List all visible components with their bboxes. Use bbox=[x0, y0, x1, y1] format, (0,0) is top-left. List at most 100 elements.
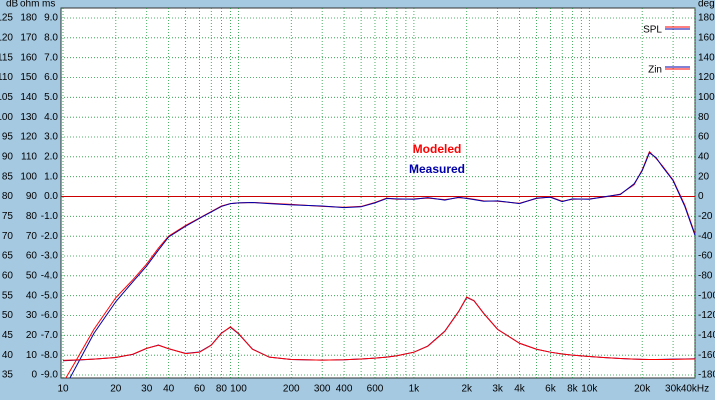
y-tick-label: 35 bbox=[2, 370, 14, 381]
y3-tick-label: 6.0 bbox=[44, 72, 58, 83]
x-tick-label: 60 bbox=[194, 384, 206, 395]
y4-tick-label: -40 bbox=[698, 231, 713, 242]
y2-tick-label: 20 bbox=[26, 330, 38, 341]
y2-tick-label: 110 bbox=[21, 151, 37, 162]
y4-tick-label: 40 bbox=[698, 151, 710, 162]
y4-tick-label: -140 bbox=[698, 330, 715, 341]
y3-tick-label: -1.0 bbox=[41, 211, 59, 222]
y4-tick-label: -100 bbox=[698, 290, 715, 301]
x-tick-label: 40kHz bbox=[681, 384, 709, 395]
y-tick-label: 40 bbox=[2, 350, 14, 361]
y-tick-label: 90 bbox=[2, 151, 14, 162]
y4-axis-title: deg bbox=[698, 0, 715, 10]
y2-tick-label: 180 bbox=[20, 13, 37, 24]
curve bbox=[69, 152, 695, 378]
y4-tick-label: 120 bbox=[698, 72, 715, 83]
y3-tick-label: 3.0 bbox=[44, 132, 58, 143]
y2-tick-label: 40 bbox=[26, 290, 38, 301]
y2-tick-label: 130 bbox=[20, 112, 37, 123]
y4-tick-label: 0 bbox=[698, 191, 704, 202]
legend-label: SPL bbox=[643, 25, 662, 36]
x-tick-label: 100 bbox=[230, 384, 247, 395]
x-tick-label: 80 bbox=[216, 384, 228, 395]
x-tick-label: 200 bbox=[283, 384, 300, 395]
y4-tick-label: 160 bbox=[698, 32, 715, 43]
y-tick-label: 100 bbox=[0, 112, 13, 123]
y-tick-label: 85 bbox=[2, 171, 14, 182]
y3-tick-label: -4.0 bbox=[41, 270, 59, 281]
x-tick-label: 10 bbox=[57, 384, 69, 395]
x-tick-label: 8k bbox=[567, 384, 579, 395]
y3-tick-label: -3.0 bbox=[41, 251, 59, 262]
x-tick-label: 10k bbox=[581, 384, 598, 395]
y4-tick-label: -20 bbox=[698, 211, 713, 222]
y-tick-label: 120 bbox=[0, 32, 13, 43]
x-tick-label: 300 bbox=[314, 384, 331, 395]
y2-tick-label: 170 bbox=[20, 32, 37, 43]
x-tick-label: 1k bbox=[409, 384, 421, 395]
y-tick-label: 55 bbox=[2, 290, 14, 301]
y2-tick-label: 100 bbox=[20, 171, 37, 182]
x-tick-label: 30 bbox=[141, 384, 153, 395]
y3-tick-label: -8.0 bbox=[41, 350, 59, 361]
curve bbox=[62, 296, 695, 361]
x-tick-label: 30k bbox=[665, 384, 682, 395]
y2-tick-label: 0 bbox=[31, 370, 37, 381]
legend-label: Zin bbox=[648, 65, 662, 76]
x-tick-label: 6k bbox=[545, 384, 557, 395]
x-tick-label: 20k bbox=[634, 384, 651, 395]
y4-tick-label: -120 bbox=[698, 310, 715, 321]
y-tick-label: 60 bbox=[2, 270, 14, 281]
y-tick-label: 50 bbox=[2, 310, 14, 321]
y3-tick-label: -6.0 bbox=[41, 310, 59, 321]
y-tick-label: 70 bbox=[2, 231, 14, 242]
x-tick-label: 4k bbox=[514, 384, 526, 395]
annotation: Measured bbox=[409, 162, 465, 176]
x-tick-label: 2k bbox=[461, 384, 473, 395]
y4-tick-label: -160 bbox=[698, 350, 715, 361]
y4-tick-label: 180 bbox=[698, 13, 715, 24]
y2-tick-label: 120 bbox=[20, 132, 37, 143]
y2-tick-label: 150 bbox=[20, 72, 37, 83]
x-tick-label: 600 bbox=[367, 384, 384, 395]
y2-tick-label: 70 bbox=[26, 231, 38, 242]
y-tick-label: 95 bbox=[2, 132, 14, 143]
x-tick-label: 3k bbox=[492, 384, 504, 395]
y-tick-label: 105 bbox=[0, 92, 13, 103]
y3-tick-label: -9.0 bbox=[41, 370, 59, 381]
curves bbox=[62, 150, 695, 378]
y3-tick-label: -2.0 bbox=[41, 231, 59, 242]
y-tick-label: 65 bbox=[2, 251, 14, 262]
y3-tick-label: 5.0 bbox=[44, 92, 58, 103]
y3-tick-label: 2.0 bbox=[44, 151, 58, 162]
y3-tick-label: -5.0 bbox=[41, 290, 59, 301]
y3-tick-label: 4.0 bbox=[44, 112, 58, 123]
y-axis-title: dB bbox=[6, 0, 19, 10]
x-tick-label: 20 bbox=[110, 384, 122, 395]
plot-area bbox=[60, 7, 696, 379]
y4-tick-label: -60 bbox=[698, 251, 713, 262]
annotation: Modeled bbox=[413, 142, 462, 156]
x-tick-label: 40 bbox=[163, 384, 175, 395]
y2-tick-label: 80 bbox=[26, 211, 38, 222]
y4-tick-label: -180 bbox=[698, 370, 715, 381]
x-tick-label: 400 bbox=[336, 384, 353, 395]
y-tick-label: 75 bbox=[2, 211, 14, 222]
y2-tick-label: 60 bbox=[26, 251, 38, 262]
y4-tick-label: 140 bbox=[698, 52, 715, 63]
y2-axis-title: ohm bbox=[20, 0, 39, 10]
y3-tick-label: 9.0 bbox=[44, 13, 58, 24]
y-tick-label: 115 bbox=[0, 52, 13, 63]
y2-tick-label: 90 bbox=[26, 191, 38, 202]
y-tick-label: 110 bbox=[0, 72, 13, 83]
y3-tick-label: 8.0 bbox=[44, 32, 58, 43]
y3-tick-label: 0.0 bbox=[44, 191, 58, 202]
y-tick-label: 80 bbox=[2, 191, 14, 202]
y3-tick-label: -7.0 bbox=[41, 330, 59, 341]
y-tick-label: 45 bbox=[2, 330, 14, 341]
y2-tick-label: 50 bbox=[26, 270, 38, 281]
y3-axis-title: ms bbox=[42, 0, 55, 10]
y3-tick-label: 7.0 bbox=[44, 52, 58, 63]
y2-tick-label: 160 bbox=[20, 52, 37, 63]
